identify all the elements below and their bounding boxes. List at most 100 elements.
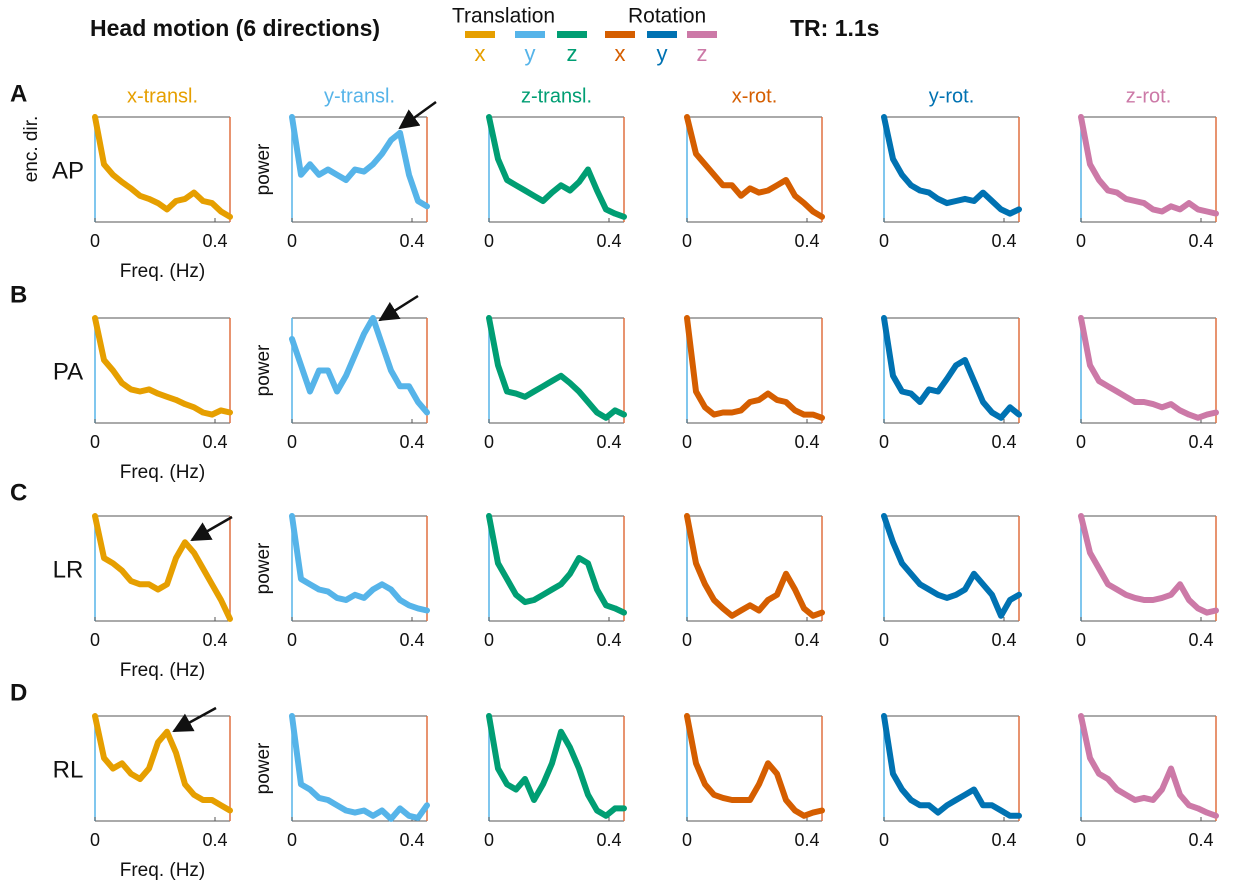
x-tick-label: 0	[1076, 830, 1086, 850]
row-letter: B	[10, 281, 27, 308]
x-tick-label: 0.4	[794, 231, 819, 251]
x-tick-label: 0.4	[202, 630, 227, 650]
x-tick-label: 0.4	[596, 231, 621, 251]
x-axis-label: Freq. (Hz)	[120, 860, 206, 881]
x-tick-label: 0	[1076, 432, 1086, 452]
power-line	[289, 513, 430, 614]
panel-title: z-rot.	[1126, 85, 1172, 107]
legend-swatch	[465, 31, 495, 38]
x-tick-label: 0.4	[399, 432, 424, 452]
power-line	[684, 713, 825, 819]
power-line	[881, 315, 1022, 421]
x-tick-label: 0.4	[202, 830, 227, 850]
x-tick-label: 0.4	[991, 630, 1016, 650]
power-line	[92, 713, 233, 814]
x-tick-label: 0	[879, 630, 889, 650]
tr-label: TR: 1.1s	[790, 15, 879, 41]
row-label: AP	[52, 157, 84, 184]
x-tick-label: 0.4	[1188, 630, 1213, 650]
figure-title: Head motion (6 directions)	[90, 15, 380, 41]
legend-title: Rotation	[628, 5, 706, 28]
power-line	[881, 513, 1022, 619]
x-tick-label: 0	[90, 231, 100, 251]
x-tick-label: 0	[879, 432, 889, 452]
x-tick-label: 0.4	[794, 432, 819, 452]
legend-label: x	[475, 41, 486, 66]
x-tick-label: 0.4	[399, 830, 424, 850]
x-axis-label: Freq. (Hz)	[120, 462, 206, 483]
x-tick-label: 0.4	[1188, 231, 1213, 251]
panel-title: y-rot.	[929, 85, 975, 107]
legend-label: z	[697, 41, 708, 66]
power-line	[1078, 315, 1219, 421]
panel-title: x-rot.	[732, 85, 778, 107]
x-tick-label: 0.4	[1188, 432, 1213, 452]
y-axis-label: power	[253, 742, 274, 794]
x-tick-label: 0.4	[399, 231, 424, 251]
arrow	[172, 706, 217, 733]
power-line	[1078, 513, 1219, 616]
legend-swatch	[557, 31, 587, 38]
x-tick-label: 0	[879, 830, 889, 850]
row-label: PA	[53, 358, 83, 385]
x-tick-label: 0	[484, 231, 494, 251]
legend-label: x	[615, 41, 626, 66]
x-tick-label: 0	[682, 432, 692, 452]
x-tick-label: 0.4	[991, 830, 1016, 850]
x-axis-label: Freq. (Hz)	[120, 261, 206, 282]
x-tick-label: 0.4	[1188, 830, 1213, 850]
x-tick-label: 0.4	[202, 432, 227, 452]
legend-swatch	[605, 31, 635, 38]
row-label: RL	[53, 756, 84, 783]
legend-title: Translation	[452, 5, 555, 28]
power-line	[881, 114, 1022, 217]
y-axis-label: enc. dir.	[21, 116, 42, 183]
power-line	[486, 713, 627, 819]
x-tick-label: 0	[90, 432, 100, 452]
x-tick-label: 0.4	[202, 231, 227, 251]
arrow	[378, 294, 419, 322]
power-line	[881, 713, 1022, 819]
x-tick-label: 0	[682, 830, 692, 850]
power-line	[1078, 713, 1219, 819]
legend-label: y	[657, 41, 668, 66]
power-line	[684, 315, 825, 421]
x-tick-label: 0	[90, 830, 100, 850]
annotation-arrows	[172, 100, 437, 733]
panel-title: z-transl.	[521, 85, 592, 107]
x-tick-label: 0	[287, 432, 297, 452]
y-axis-label: power	[253, 542, 274, 594]
x-tick-label: 0	[1076, 231, 1086, 251]
x-tick-label: 0	[1076, 630, 1086, 650]
power-line	[486, 513, 627, 616]
row-letter: D	[10, 679, 27, 706]
power-line	[92, 114, 233, 220]
power-line	[92, 513, 233, 622]
x-tick-label: 0	[287, 630, 297, 650]
power-line	[486, 315, 627, 421]
row-letter: C	[10, 479, 27, 506]
x-tick-label: 0	[287, 231, 297, 251]
x-tick-label: 0	[484, 830, 494, 850]
power-line	[1078, 114, 1219, 217]
x-tick-label: 0	[682, 231, 692, 251]
power-line	[289, 114, 430, 210]
x-axis-label: Freq. (Hz)	[120, 660, 206, 681]
x-tick-label: 0.4	[794, 830, 819, 850]
x-tick-label: 0.4	[596, 432, 621, 452]
row-label: LR	[53, 556, 84, 583]
x-tick-label: 0.4	[399, 630, 424, 650]
x-tick-label: 0	[90, 630, 100, 650]
x-tick-label: 0.4	[596, 830, 621, 850]
y-axis-label: power	[253, 143, 274, 195]
power-line	[92, 315, 233, 418]
power-line	[486, 114, 627, 220]
legend-swatch	[687, 31, 717, 38]
legend-label: y	[525, 41, 536, 66]
power-line	[289, 713, 430, 822]
x-tick-label: 0	[484, 630, 494, 650]
x-tick-label: 0	[682, 630, 692, 650]
power-line	[684, 114, 825, 220]
x-tick-label: 0.4	[991, 432, 1016, 452]
x-tick-label: 0	[287, 830, 297, 850]
